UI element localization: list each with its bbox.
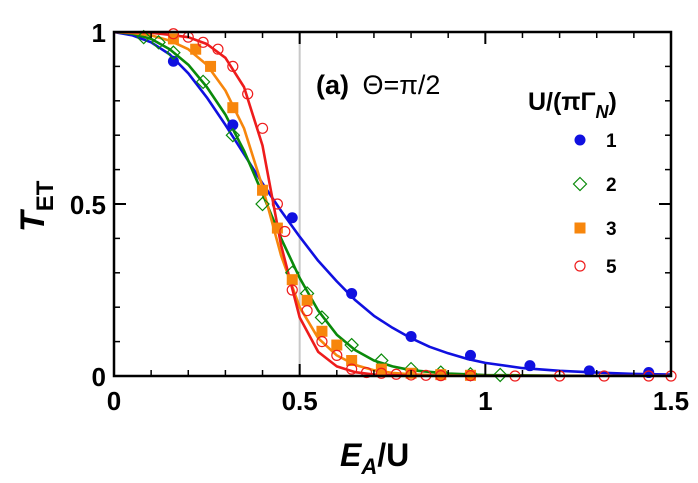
data-point-series-2 — [492, 367, 508, 383]
data-point-series-1 — [583, 365, 595, 377]
data-point-series-5 — [242, 88, 254, 100]
panel-label: (a) Θ=π/2 — [316, 70, 440, 100]
x-axis-title: EA/U — [340, 437, 409, 479]
legend-marker-3 — [574, 222, 586, 234]
data-point-series-1 — [464, 349, 476, 361]
data-point-series-2 — [136, 29, 152, 45]
legend-marker-1 — [574, 134, 586, 146]
data-point-series-3 — [375, 363, 387, 375]
data-point-series-3 — [435, 369, 447, 381]
data-point-series-1 — [167, 55, 179, 67]
data-point-series-5 — [286, 284, 298, 296]
marker-layer — [136, 28, 677, 383]
legend-title: U/(πΓN) — [528, 88, 617, 122]
data-point-series-2 — [225, 127, 241, 143]
x-tick-label: 1 — [478, 386, 492, 416]
legend-label-5: 5 — [606, 257, 617, 278]
series-curve-1 — [114, 32, 671, 376]
data-point-series-2 — [195, 74, 211, 90]
y-tick-label: 1 — [92, 18, 106, 48]
legend-marker-5 — [574, 260, 586, 272]
data-point-series-5 — [271, 198, 283, 210]
legend-label-2: 2 — [606, 175, 617, 196]
data-point-series-1 — [405, 330, 417, 342]
data-point-series-3 — [205, 60, 217, 72]
data-point-series-1 — [524, 360, 536, 372]
legend-label-1: 1 — [606, 131, 617, 152]
data-point-series-5 — [375, 367, 387, 379]
panel-angle: Θ=π/2 — [363, 70, 441, 100]
legend: U/(πΓN) 1 2 3 5 — [528, 88, 617, 278]
data-point-series-5 — [301, 305, 313, 317]
x-tick-label: 1.5 — [653, 386, 689, 416]
data-point-series-5 — [346, 363, 358, 375]
data-point-series-3 — [301, 294, 313, 306]
data-point-series-5 — [279, 225, 291, 238]
data-point-series-3 — [227, 102, 239, 114]
data-point-series-2 — [314, 310, 330, 325]
data-point-series-3 — [271, 222, 283, 234]
y-tick-label: 0.5 — [70, 190, 106, 220]
data-point-series-2 — [166, 45, 181, 60]
data-point-series-3 — [331, 339, 343, 351]
data-point-series-5 — [167, 28, 180, 40]
data-point-series-1 — [227, 119, 239, 131]
data-point-series-2 — [344, 337, 360, 353]
tick-layer: 0 0.5 1 1.5 0 0.5 1 — [70, 18, 689, 416]
data-point-series-5 — [331, 349, 343, 361]
data-point-series-2 — [151, 34, 166, 50]
data-point-series-3 — [190, 43, 202, 55]
panel-letter: (a) — [316, 70, 349, 100]
data-point-series-3 — [346, 355, 358, 367]
y-axis-title: TET — [14, 180, 59, 232]
y-tick-label: 0 — [92, 362, 106, 392]
data-point-series-5 — [197, 36, 209, 48]
legend-marker-2 — [572, 176, 588, 192]
data-point-series-1 — [346, 287, 358, 299]
data-point-series-5 — [316, 336, 328, 348]
data-point-series-5 — [360, 366, 373, 379]
data-point-series-5 — [212, 43, 224, 55]
data-point-series-3 — [316, 325, 328, 337]
data-point-series-5 — [390, 368, 402, 380]
data-point-series-5 — [227, 60, 239, 73]
legend-label-3: 3 — [606, 219, 617, 240]
x-tick-label: 0.5 — [282, 386, 318, 416]
data-point-series-2 — [255, 196, 270, 212]
data-point-series-1 — [286, 212, 298, 224]
x-tick-label: 0 — [107, 386, 121, 416]
data-point-series-3 — [257, 184, 269, 196]
data-point-series-3 — [286, 274, 298, 286]
data-point-series-5 — [256, 122, 269, 134]
